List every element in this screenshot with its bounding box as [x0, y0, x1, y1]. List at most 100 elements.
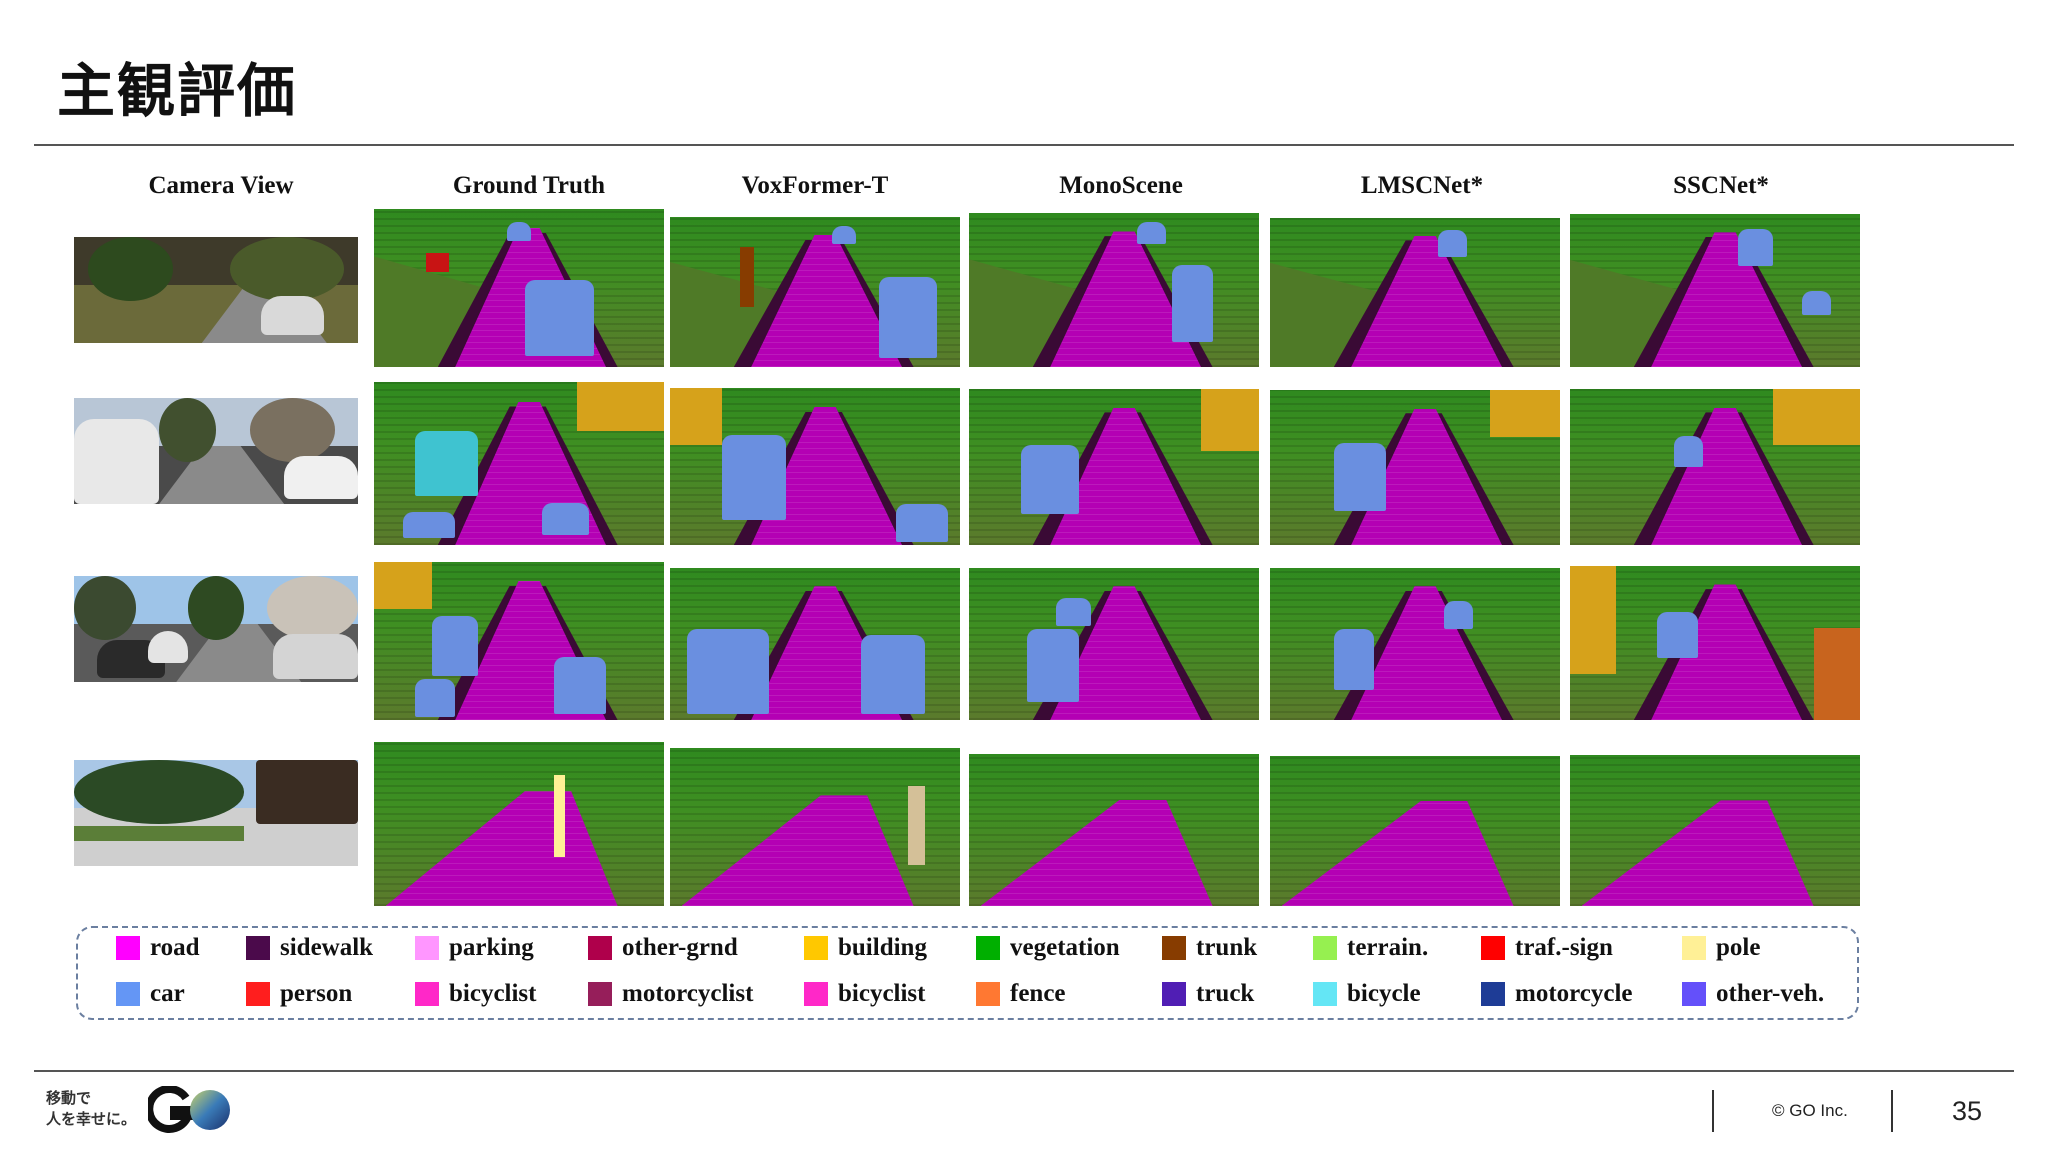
legend-item: motorcyclist [588, 980, 753, 1008]
footer-divider [34, 1070, 2014, 1072]
voxel-panel-r4-ground-truth [374, 742, 664, 906]
voxel-panel-r3-sscnet [1570, 566, 1860, 720]
legend-label: pole [1716, 934, 1761, 961]
legend-swatch [588, 982, 612, 1006]
voxel-panel-r4-lmscnet [1270, 756, 1560, 906]
legend-item: car [116, 980, 185, 1008]
column-header-sscnet: SSCNet* [1673, 172, 1769, 199]
tagline-line-2: 人を幸せに。 [46, 1110, 137, 1128]
camera-image-2 [74, 398, 358, 504]
voxel-panel-r3-ground-truth [374, 562, 664, 720]
legend-swatch [1682, 982, 1706, 1006]
legend-swatch [1481, 982, 1505, 1006]
legend-item: terrain. [1313, 934, 1428, 962]
legend-item: motorcycle [1481, 980, 1633, 1008]
legend-label: trunk [1196, 934, 1258, 961]
legend-item: building [804, 934, 927, 962]
voxel-panel-r2-lmscnet [1270, 390, 1560, 545]
page-number: 35 [1952, 1096, 1983, 1126]
footer-separator-2 [1891, 1090, 1893, 1132]
legend-item: sidewalk [246, 934, 373, 962]
legend-swatch [116, 936, 140, 960]
legend-item: bicyclist [415, 980, 537, 1008]
legend-label: motorcycle [1515, 980, 1633, 1007]
legend-swatch [976, 936, 1000, 960]
voxel-panel-r3-lmscnet [1270, 568, 1560, 720]
title-divider [34, 144, 2014, 146]
legend-item: other-grnd [588, 934, 738, 962]
camera-image-1 [74, 237, 358, 343]
column-header-lmscnet: LMSCNet* [1360, 172, 1484, 199]
legend-label: terrain. [1347, 934, 1429, 961]
legend-swatch [116, 982, 140, 1006]
legend-swatch [804, 936, 828, 960]
legend-label: bicyclist [838, 980, 926, 1007]
legend-label: car [150, 980, 185, 1007]
legend-label: bicycle [1347, 980, 1421, 1007]
legend-swatch [1162, 936, 1186, 960]
voxel-panel-r1-voxformer [670, 217, 960, 367]
legend-label: vegetation [1010, 934, 1120, 961]
voxel-panel-r2-ground-truth [374, 382, 664, 545]
legend-label: parking [449, 934, 534, 961]
voxel-panel-r1-sscnet [1570, 214, 1860, 367]
camera-image-4 [74, 760, 358, 866]
legend-swatch [246, 982, 270, 1006]
voxel-panel-r2-monoscene [969, 389, 1259, 545]
copyright: © GO Inc. [1772, 1101, 1848, 1120]
legend-label: bicyclist [449, 980, 537, 1007]
camera-image-3 [74, 576, 358, 682]
legend-item: bicyclist [804, 980, 926, 1008]
tagline-line-1: 移動で [46, 1089, 92, 1107]
voxel-panel-r4-voxformer [670, 748, 960, 906]
legend [76, 926, 1859, 1020]
legend-label: other-veh. [1716, 980, 1825, 1007]
column-header-monoscene: MonoScene [1059, 172, 1183, 199]
footer-separator-1 [1712, 1090, 1714, 1132]
legend-item: person [246, 980, 352, 1008]
legend-item: truck [1162, 980, 1254, 1008]
legend-swatch [415, 982, 439, 1006]
legend-swatch [415, 936, 439, 960]
legend-swatch [1162, 982, 1186, 1006]
tagline: 移動で 人を幸せに。 [46, 1088, 136, 1130]
legend-label: motorcyclist [622, 980, 754, 1007]
legend-item: trunk [1162, 934, 1257, 962]
legend-item: fence [976, 980, 1066, 1008]
legend-item: traf.-sign [1481, 934, 1613, 962]
voxel-panel-r1-lmscnet [1270, 218, 1560, 367]
voxel-panel-r2-voxformer [670, 388, 960, 545]
legend-swatch [804, 982, 828, 1006]
legend-item: other-veh. [1682, 980, 1824, 1008]
legend-swatch [1313, 936, 1337, 960]
legend-swatch [588, 936, 612, 960]
legend-label: road [150, 934, 200, 961]
column-header-voxformer: VoxFormer-T [741, 172, 889, 199]
legend-swatch [1313, 982, 1337, 1006]
legend-item: parking [415, 934, 534, 962]
go-logo-icon [148, 1086, 230, 1133]
legend-label: person [280, 980, 353, 1007]
legend-label: building [838, 934, 927, 961]
legend-swatch [976, 982, 1000, 1006]
voxel-panel-r3-monoscene [969, 568, 1259, 720]
legend-item: road [116, 934, 200, 962]
column-header-camera-view: Camera View [148, 172, 294, 199]
voxel-panel-r3-voxformer [670, 568, 960, 720]
slide-title: 主観評価 [57, 57, 298, 125]
legend-swatch [246, 936, 270, 960]
legend-item: vegetation [976, 934, 1120, 962]
legend-label: other-grnd [622, 934, 738, 961]
legend-label: truck [1196, 980, 1255, 1007]
legend-item: bicycle [1313, 980, 1421, 1008]
column-header-ground-truth: Ground Truth [452, 172, 606, 199]
legend-swatch [1682, 936, 1706, 960]
legend-item: pole [1682, 934, 1760, 962]
voxel-panel-r1-ground-truth [374, 209, 664, 367]
voxel-panel-r4-monoscene [969, 754, 1259, 906]
voxel-panel-r1-monoscene [969, 213, 1259, 367]
legend-label: fence [1010, 980, 1066, 1007]
voxel-panel-r4-sscnet [1570, 755, 1860, 906]
legend-label: traf.-sign [1515, 934, 1613, 961]
voxel-panel-r2-sscnet [1570, 389, 1860, 545]
